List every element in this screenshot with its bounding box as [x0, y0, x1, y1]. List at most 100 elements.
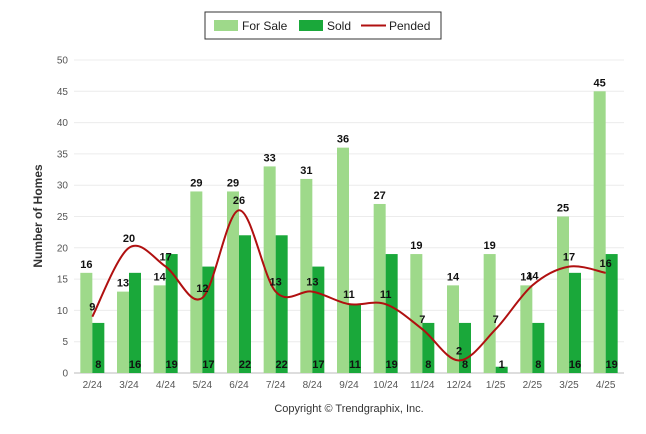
label-pended-3-25: 17 — [563, 252, 575, 264]
label-pended-4-25: 16 — [600, 258, 612, 270]
bar-sold-1-25 — [495, 366, 508, 373]
label-for-sale-3-24: 13 — [117, 278, 129, 290]
bar-sold-3-24 — [129, 272, 141, 373]
x-tick-10-24: 10/24 — [373, 380, 398, 391]
bar-sold-2-25 — [532, 322, 545, 373]
legend-label-sold: Sold — [327, 19, 351, 33]
x-axis-ticks: 2/24 3/24 4/24 5/24 6/24 7/24 8/24 9/24 10/24 11/… — [83, 380, 616, 391]
label-pended-1-25: 7 — [493, 314, 499, 326]
bar-sold-10-24 — [385, 254, 398, 373]
x-tick-8-24: 8/24 — [303, 380, 323, 391]
label-pended-8-24: 13 — [306, 277, 318, 289]
bar-for-sale-4-25 — [593, 91, 606, 374]
bar-for-sale-2-24 — [80, 272, 93, 373]
x-tick-2-25: 2/25 — [523, 380, 543, 391]
label-pended-2-25: 14 — [526, 270, 539, 282]
x-tick-4-25: 4/25 — [596, 380, 616, 391]
legend-swatch-for-sale — [214, 20, 238, 31]
bar-for-sale-8-24 — [300, 178, 313, 373]
label-pended-10-24: 11 — [380, 289, 392, 301]
label-for-sale-7-24: 33 — [264, 152, 276, 164]
label-pended-5-24: 12 — [196, 283, 208, 295]
label-pended-3-24: 20 — [123, 233, 135, 245]
bar-for-sale-9-24 — [337, 147, 349, 373]
label-sold-1-25: 1 — [499, 359, 505, 371]
label-sold-11-24: 8 — [425, 359, 431, 371]
bar-sold-6-24 — [239, 235, 251, 373]
label-for-sale-3-25: 25 — [557, 203, 569, 215]
y-tick-10: 10 — [57, 306, 69, 317]
bar-for-sale-3-25 — [557, 216, 569, 373]
label-sold-4-24: 19 — [166, 359, 178, 371]
label-pended-4-24: 17 — [160, 252, 172, 264]
label-sold-5-24: 17 — [202, 359, 214, 371]
label-pended-2-24: 9 — [89, 302, 95, 314]
legend-swatch-sold — [299, 20, 323, 31]
label-pended-7-24: 13 — [270, 277, 282, 289]
label-pended-11-24: 7 — [419, 314, 425, 326]
bar-for-sale-6-24 — [227, 191, 239, 373]
x-tick-3-24: 3/24 — [119, 380, 139, 391]
copyright-footer: Copyright © Trendgraphix, Inc. — [274, 403, 423, 415]
label-sold-4-25: 19 — [606, 359, 618, 371]
bar-sold-11-24 — [422, 322, 435, 373]
bar-sold-7-24 — [275, 235, 288, 373]
label-sold-9-24: 11 — [349, 359, 361, 371]
label-pended-6-24: 26 — [233, 195, 245, 207]
label-for-sale-1-25: 19 — [484, 240, 496, 252]
label-sold-7-24: 22 — [276, 359, 288, 371]
bar-for-sale-10-24 — [373, 203, 386, 373]
x-tick-5-24: 5/24 — [193, 380, 213, 391]
y-tick-50: 50 — [57, 56, 69, 67]
legend-label-for-sale: For Sale — [242, 19, 288, 33]
x-tick-4-24: 4/24 — [156, 380, 176, 391]
y-tick-5: 5 — [62, 337, 68, 348]
label-for-sale-12-24: 14 — [447, 271, 460, 283]
legend-label-pended: Pended — [389, 19, 430, 33]
bar-for-sale-1-25 — [483, 254, 496, 373]
label-sold-10-24: 19 — [386, 359, 398, 371]
x-tick-3-25: 3/25 — [559, 380, 579, 391]
x-tick-7-24: 7/24 — [266, 380, 286, 391]
y-tick-40: 40 — [57, 118, 69, 129]
x-tick-6-24: 6/24 — [229, 380, 249, 391]
y-tick-15: 15 — [57, 275, 69, 286]
y-axis-title: Number of Homes — [31, 164, 45, 268]
label-for-sale-4-24: 14 — [154, 271, 167, 283]
label-pended-9-24: 11 — [343, 289, 355, 301]
label-sold-8-24: 17 — [312, 359, 324, 371]
x-tick-11-24: 11/24 — [410, 380, 435, 391]
label-pended-12-24: 2 — [456, 345, 462, 357]
bar-for-sale-11-24 — [410, 254, 423, 373]
x-tick-12-24: 12/24 — [446, 380, 471, 391]
y-tick-25: 25 — [57, 212, 69, 223]
bar-for-sale-7-24 — [263, 166, 276, 373]
label-for-sale-2-25: 14 — [520, 271, 533, 283]
label-sold-3-24: 16 — [129, 359, 141, 371]
bar-for-sale-12-24 — [447, 285, 459, 373]
x-tick-9-24: 9/24 — [339, 380, 359, 391]
y-tick-20: 20 — [57, 243, 69, 254]
label-for-sale-10-24: 27 — [374, 190, 386, 202]
bar-sold-4-24 — [165, 254, 178, 373]
bar-for-sale-4-24 — [153, 285, 166, 373]
bar-for-sale-5-24 — [190, 191, 203, 373]
bar-sold-2-24 — [92, 322, 105, 373]
label-for-sale-5-24: 29 — [190, 177, 202, 189]
label-for-sale-8-24: 31 — [300, 165, 312, 177]
y-tick-35: 35 — [57, 149, 69, 160]
label-sold-12-24: 8 — [462, 359, 468, 371]
y-tick-0: 0 — [62, 369, 68, 380]
bar-sold-4-25 — [605, 254, 618, 373]
x-tick-1-25: 1/25 — [486, 380, 506, 391]
bar-sold-3-25 — [569, 272, 581, 373]
x-tick-2-24: 2/24 — [83, 380, 103, 391]
label-sold-2-25: 8 — [535, 359, 541, 371]
label-for-sale-4-25: 45 — [594, 77, 606, 89]
y-tick-45: 45 — [57, 87, 69, 98]
label-for-sale-11-24: 19 — [410, 240, 422, 252]
label-for-sale-9-24: 36 — [337, 134, 349, 146]
label-sold-6-24: 22 — [239, 359, 251, 371]
label-for-sale-2-24: 16 — [80, 259, 92, 271]
